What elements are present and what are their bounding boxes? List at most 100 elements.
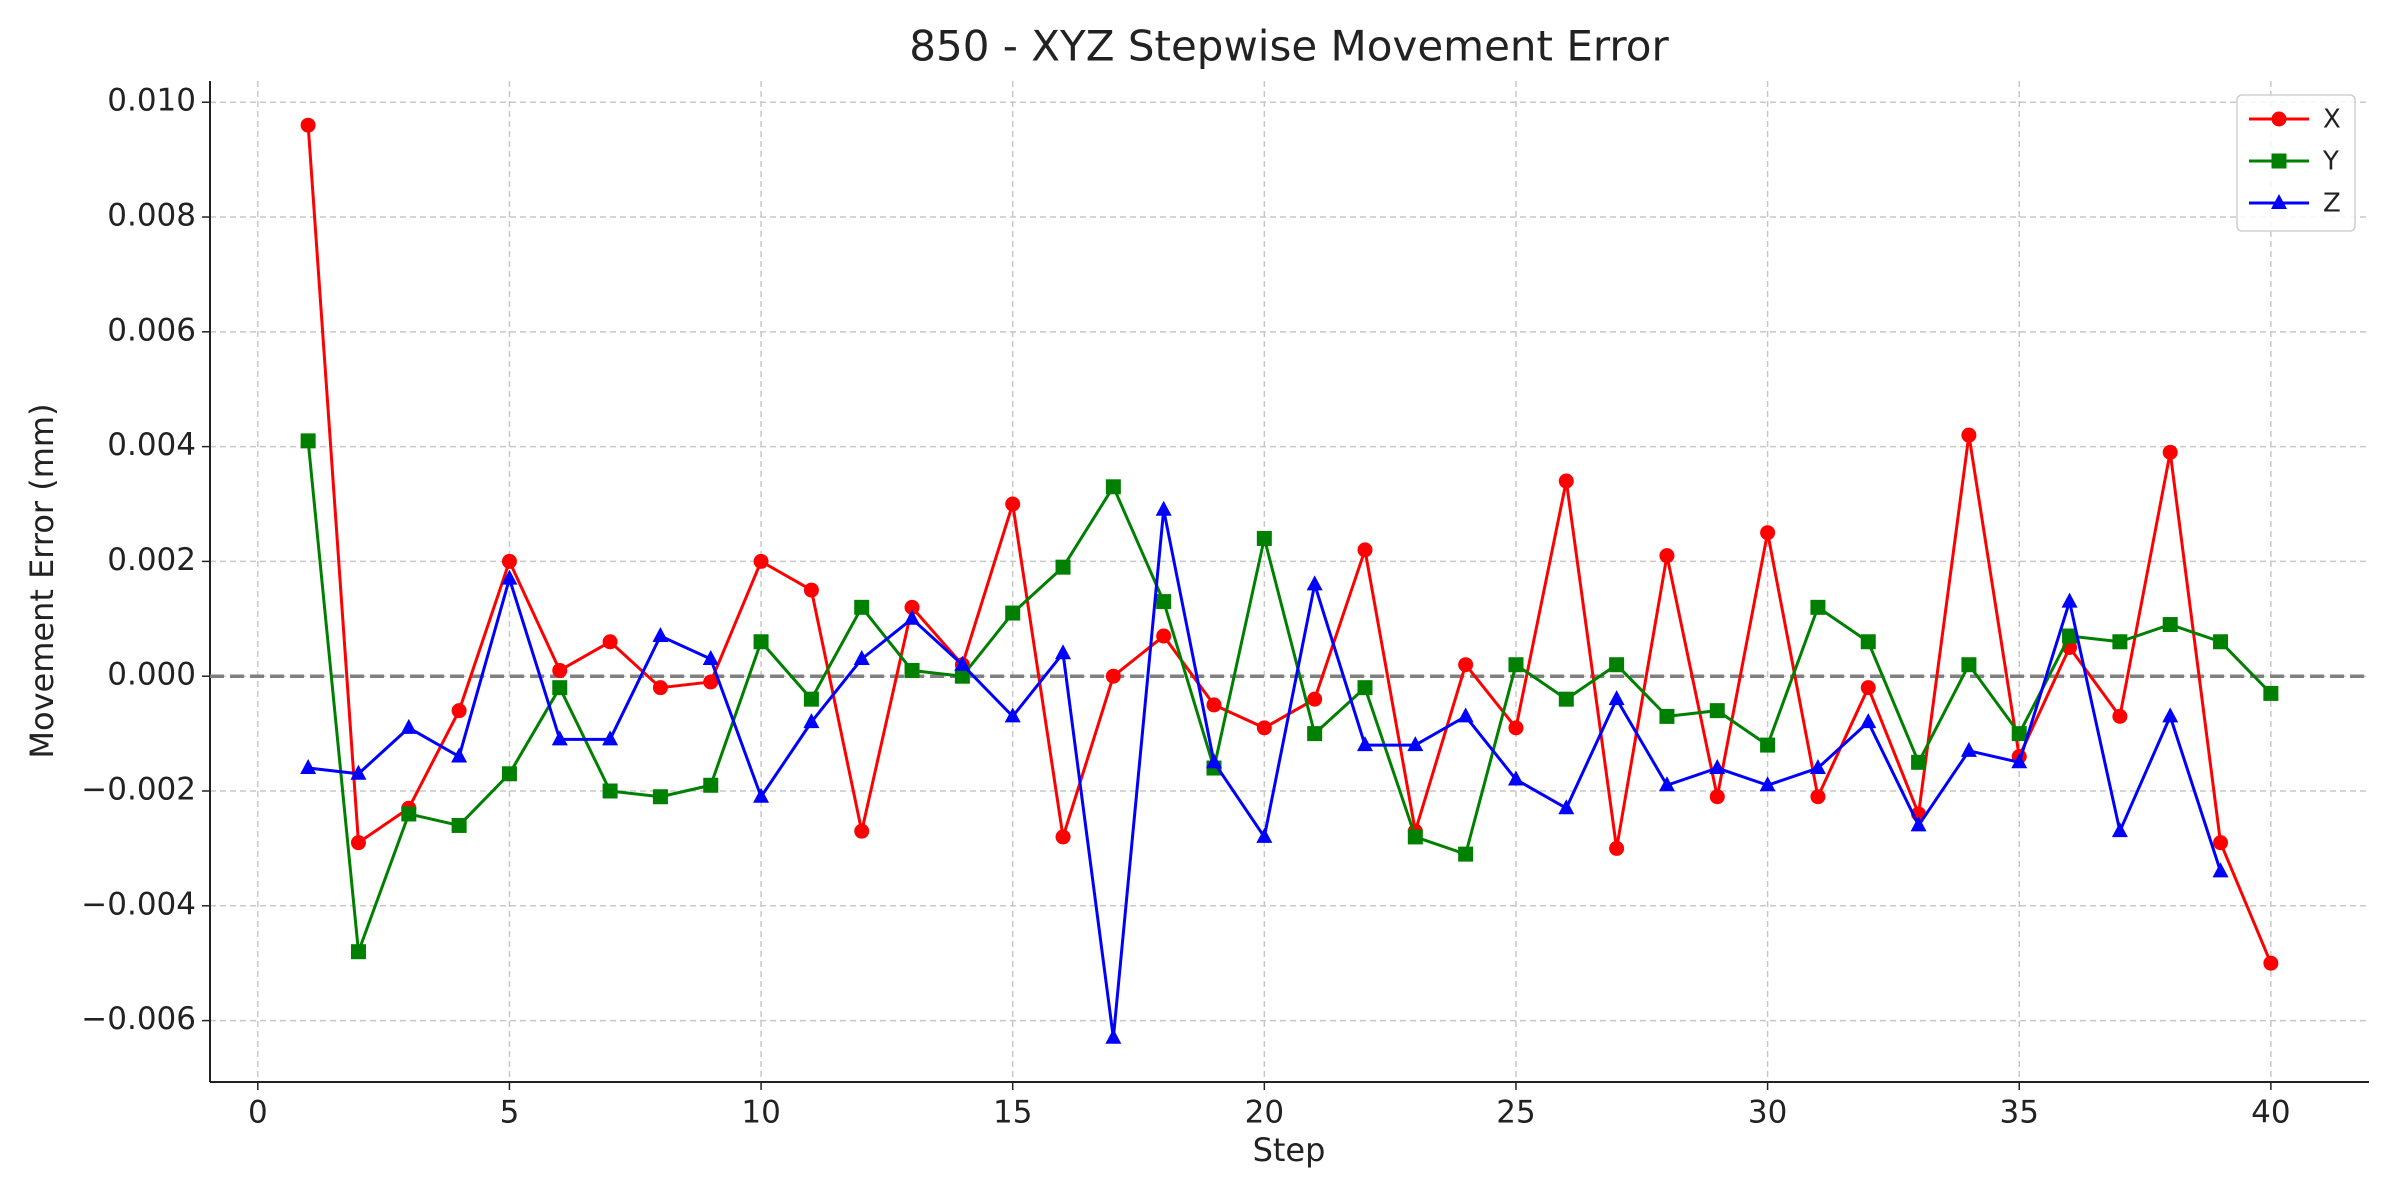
marker xyxy=(1809,759,1826,775)
marker xyxy=(1306,575,1323,591)
marker xyxy=(1156,594,1172,610)
marker xyxy=(854,599,870,615)
marker xyxy=(1256,530,1272,546)
marker xyxy=(1458,846,1474,862)
y-tick-label: 0.006 xyxy=(107,312,196,348)
legend-marker xyxy=(2271,153,2287,169)
marker xyxy=(2111,822,2128,838)
marker xyxy=(1960,741,1977,757)
marker xyxy=(1307,691,1323,707)
marker xyxy=(602,634,618,650)
marker xyxy=(1508,657,1524,673)
marker xyxy=(1961,427,1977,443)
marker xyxy=(1810,789,1826,805)
marker xyxy=(1659,548,1675,564)
marker xyxy=(2213,634,2229,650)
marker xyxy=(350,764,367,780)
marker xyxy=(1005,605,1021,621)
x-tick-label: 20 xyxy=(1245,1095,1284,1131)
y-tick-label: 0.000 xyxy=(107,657,196,693)
marker xyxy=(552,662,568,678)
marker xyxy=(652,627,669,643)
marker xyxy=(2162,444,2178,460)
marker xyxy=(2263,955,2279,971)
marker xyxy=(1105,668,1121,684)
marker xyxy=(1357,680,1373,696)
marker xyxy=(1105,479,1121,495)
marker xyxy=(300,117,316,133)
marker xyxy=(703,777,719,793)
marker xyxy=(1860,713,1877,729)
marker xyxy=(1256,720,1272,736)
marker xyxy=(1558,691,1574,707)
marker xyxy=(1055,644,1072,660)
marker xyxy=(602,730,619,746)
marker xyxy=(350,835,366,851)
marker xyxy=(1458,657,1474,673)
marker xyxy=(1760,525,1776,541)
marker xyxy=(1558,473,1574,489)
marker xyxy=(1709,759,1726,775)
marker xyxy=(2112,634,2128,650)
marker xyxy=(451,817,467,833)
marker xyxy=(551,730,568,746)
marker xyxy=(1709,789,1725,805)
legend: XYZ xyxy=(2236,94,2356,232)
marker xyxy=(501,569,518,585)
x-tick-label: 10 xyxy=(741,1095,780,1131)
series-line xyxy=(306,125,2273,964)
marker xyxy=(552,680,568,696)
marker xyxy=(1256,827,1273,843)
marker xyxy=(652,680,668,696)
marker xyxy=(1407,829,1423,845)
marker xyxy=(954,668,970,684)
x-tick-label: 5 xyxy=(500,1095,520,1131)
marker xyxy=(1609,840,1625,856)
marker xyxy=(2162,617,2178,633)
marker xyxy=(602,783,618,799)
y-tick-label: 0.004 xyxy=(107,427,196,463)
marker xyxy=(1659,708,1675,724)
legend-box xyxy=(2236,94,2356,232)
marker xyxy=(753,787,770,803)
legend-marker xyxy=(2271,111,2287,127)
marker xyxy=(2213,835,2229,851)
marker xyxy=(1759,776,1776,792)
marker xyxy=(2062,628,2078,644)
marker xyxy=(300,759,317,775)
marker xyxy=(1507,770,1524,786)
series-line xyxy=(306,440,2272,954)
legend-label: Y xyxy=(2322,147,2339,177)
marker xyxy=(1356,736,1373,752)
legend-label: Z xyxy=(2323,189,2341,219)
marker xyxy=(1005,496,1021,512)
legend-marker xyxy=(2271,194,2287,209)
marker xyxy=(1760,737,1776,753)
marker xyxy=(1105,1028,1122,1044)
marker xyxy=(300,433,316,449)
marker xyxy=(904,599,920,615)
marker xyxy=(1156,628,1172,644)
marker xyxy=(1911,754,1927,770)
x-tick-label: 15 xyxy=(993,1095,1032,1131)
marker xyxy=(501,553,517,569)
y-tick-label: 0.002 xyxy=(107,542,196,578)
marker xyxy=(803,691,819,707)
marker xyxy=(401,806,417,822)
x-tick-label: 0 xyxy=(248,1095,268,1131)
marker xyxy=(1357,542,1373,558)
marker xyxy=(451,703,467,719)
chart-title: 850 - XYZ Stepwise Movement Error xyxy=(909,22,1669,71)
marker xyxy=(1810,599,1826,615)
marker xyxy=(2011,753,2028,769)
marker xyxy=(1709,703,1725,719)
marker xyxy=(2263,685,2279,701)
marker xyxy=(1910,816,1927,832)
x-tick-label: 35 xyxy=(2000,1095,2039,1131)
y-tick-label: 0.008 xyxy=(107,198,196,234)
x-axis-label: Step xyxy=(1253,1131,1326,1169)
marker xyxy=(904,609,921,625)
marker xyxy=(1508,720,1524,736)
marker xyxy=(753,634,769,650)
marker xyxy=(1608,690,1625,706)
